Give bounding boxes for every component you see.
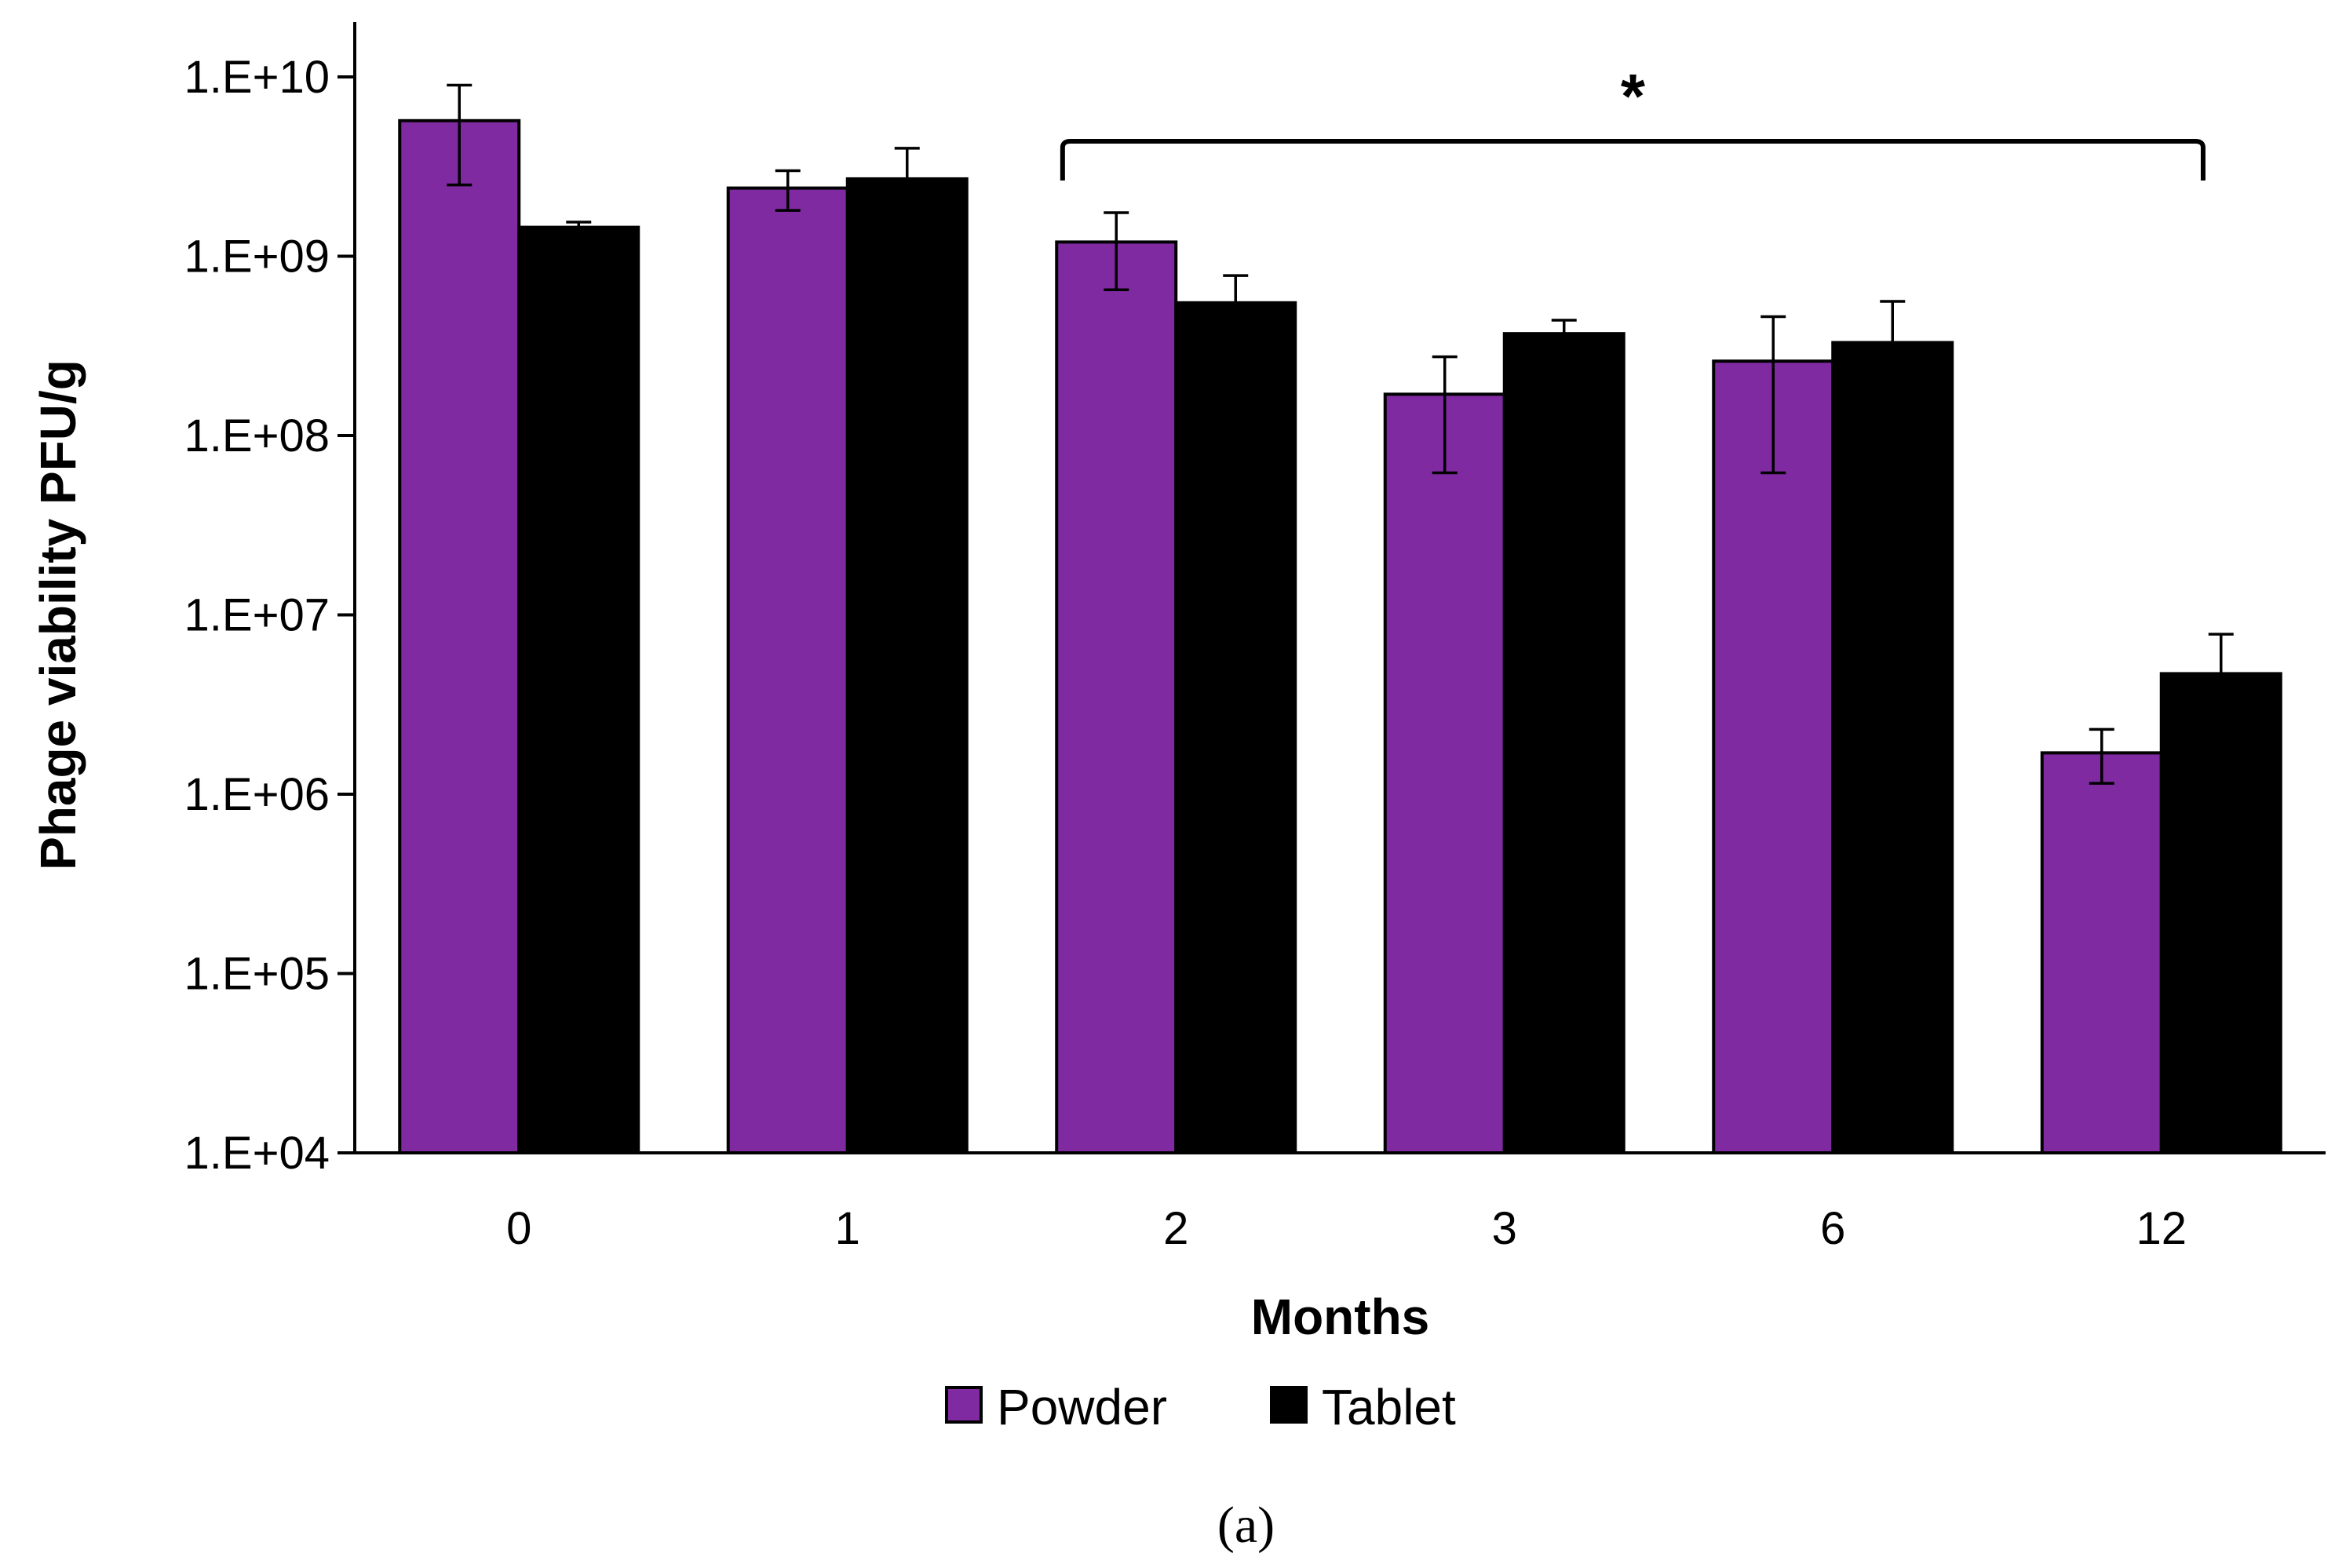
x-tick-label: 1 xyxy=(835,1203,860,1254)
bar-powder-0 xyxy=(398,119,521,1154)
legend-label-powder: Powder xyxy=(997,1379,1167,1435)
error-bars xyxy=(447,83,2234,785)
significance-marker: * xyxy=(1621,61,1646,131)
y-tick-label: 1.E+07 xyxy=(184,590,330,641)
x-ticks: 0 1 2 3 6 12 xyxy=(506,1203,2187,1254)
x-tick-label: 3 xyxy=(1492,1203,1517,1254)
bars xyxy=(398,119,2282,1155)
bar-tablet-3 xyxy=(1502,332,1625,1154)
bar-powder-1 xyxy=(726,186,849,1155)
y-ticks: 1.E+04 1.E+05 1.E+06 1.E+07 1.E+08 1.E+09 1.E+… xyxy=(184,52,355,1179)
bar-tablet-2 xyxy=(1174,301,1297,1154)
bar-tablet-6 xyxy=(1831,341,1954,1155)
bar-powder-2 xyxy=(1055,240,1178,1154)
x-tick-label: 0 xyxy=(506,1203,531,1254)
legend-label-tablet: Tablet xyxy=(1322,1379,1456,1435)
significance-bracket: * xyxy=(1060,61,2206,181)
y-tick-label: 1.E+08 xyxy=(184,410,330,461)
axes xyxy=(337,22,2326,1154)
x-tick-label: 2 xyxy=(1163,1203,1188,1254)
figure-caption: (a) xyxy=(1217,1497,1275,1554)
y-tick-label: 1.E+10 xyxy=(184,52,330,103)
y-tick-label: 1.E+09 xyxy=(184,232,330,283)
bar-tablet-0 xyxy=(517,225,640,1154)
y-tick-label: 1.E+06 xyxy=(184,769,330,820)
legend: Powder Tablet xyxy=(945,1379,1456,1435)
bar-powder-12 xyxy=(2040,751,2163,1154)
bar-powder-3 xyxy=(1383,392,1506,1154)
y-axis-title: Phage viability PFU/g xyxy=(30,359,86,870)
x-axis-title: Months xyxy=(1251,1289,1430,1345)
legend-swatch-tablet xyxy=(1270,1386,1308,1424)
x-tick-label: 12 xyxy=(2136,1203,2187,1254)
y-tick-label: 1.E+04 xyxy=(184,1128,330,1179)
legend-swatch-powder xyxy=(945,1386,983,1424)
x-tick-label: 6 xyxy=(1820,1203,1845,1254)
bracket-line xyxy=(1060,139,2206,181)
bar-powder-6 xyxy=(1712,359,1835,1154)
bar-tablet-1 xyxy=(845,177,969,1155)
y-tick-label: 1.E+05 xyxy=(184,949,330,1000)
bar-tablet-12 xyxy=(2159,672,2282,1154)
